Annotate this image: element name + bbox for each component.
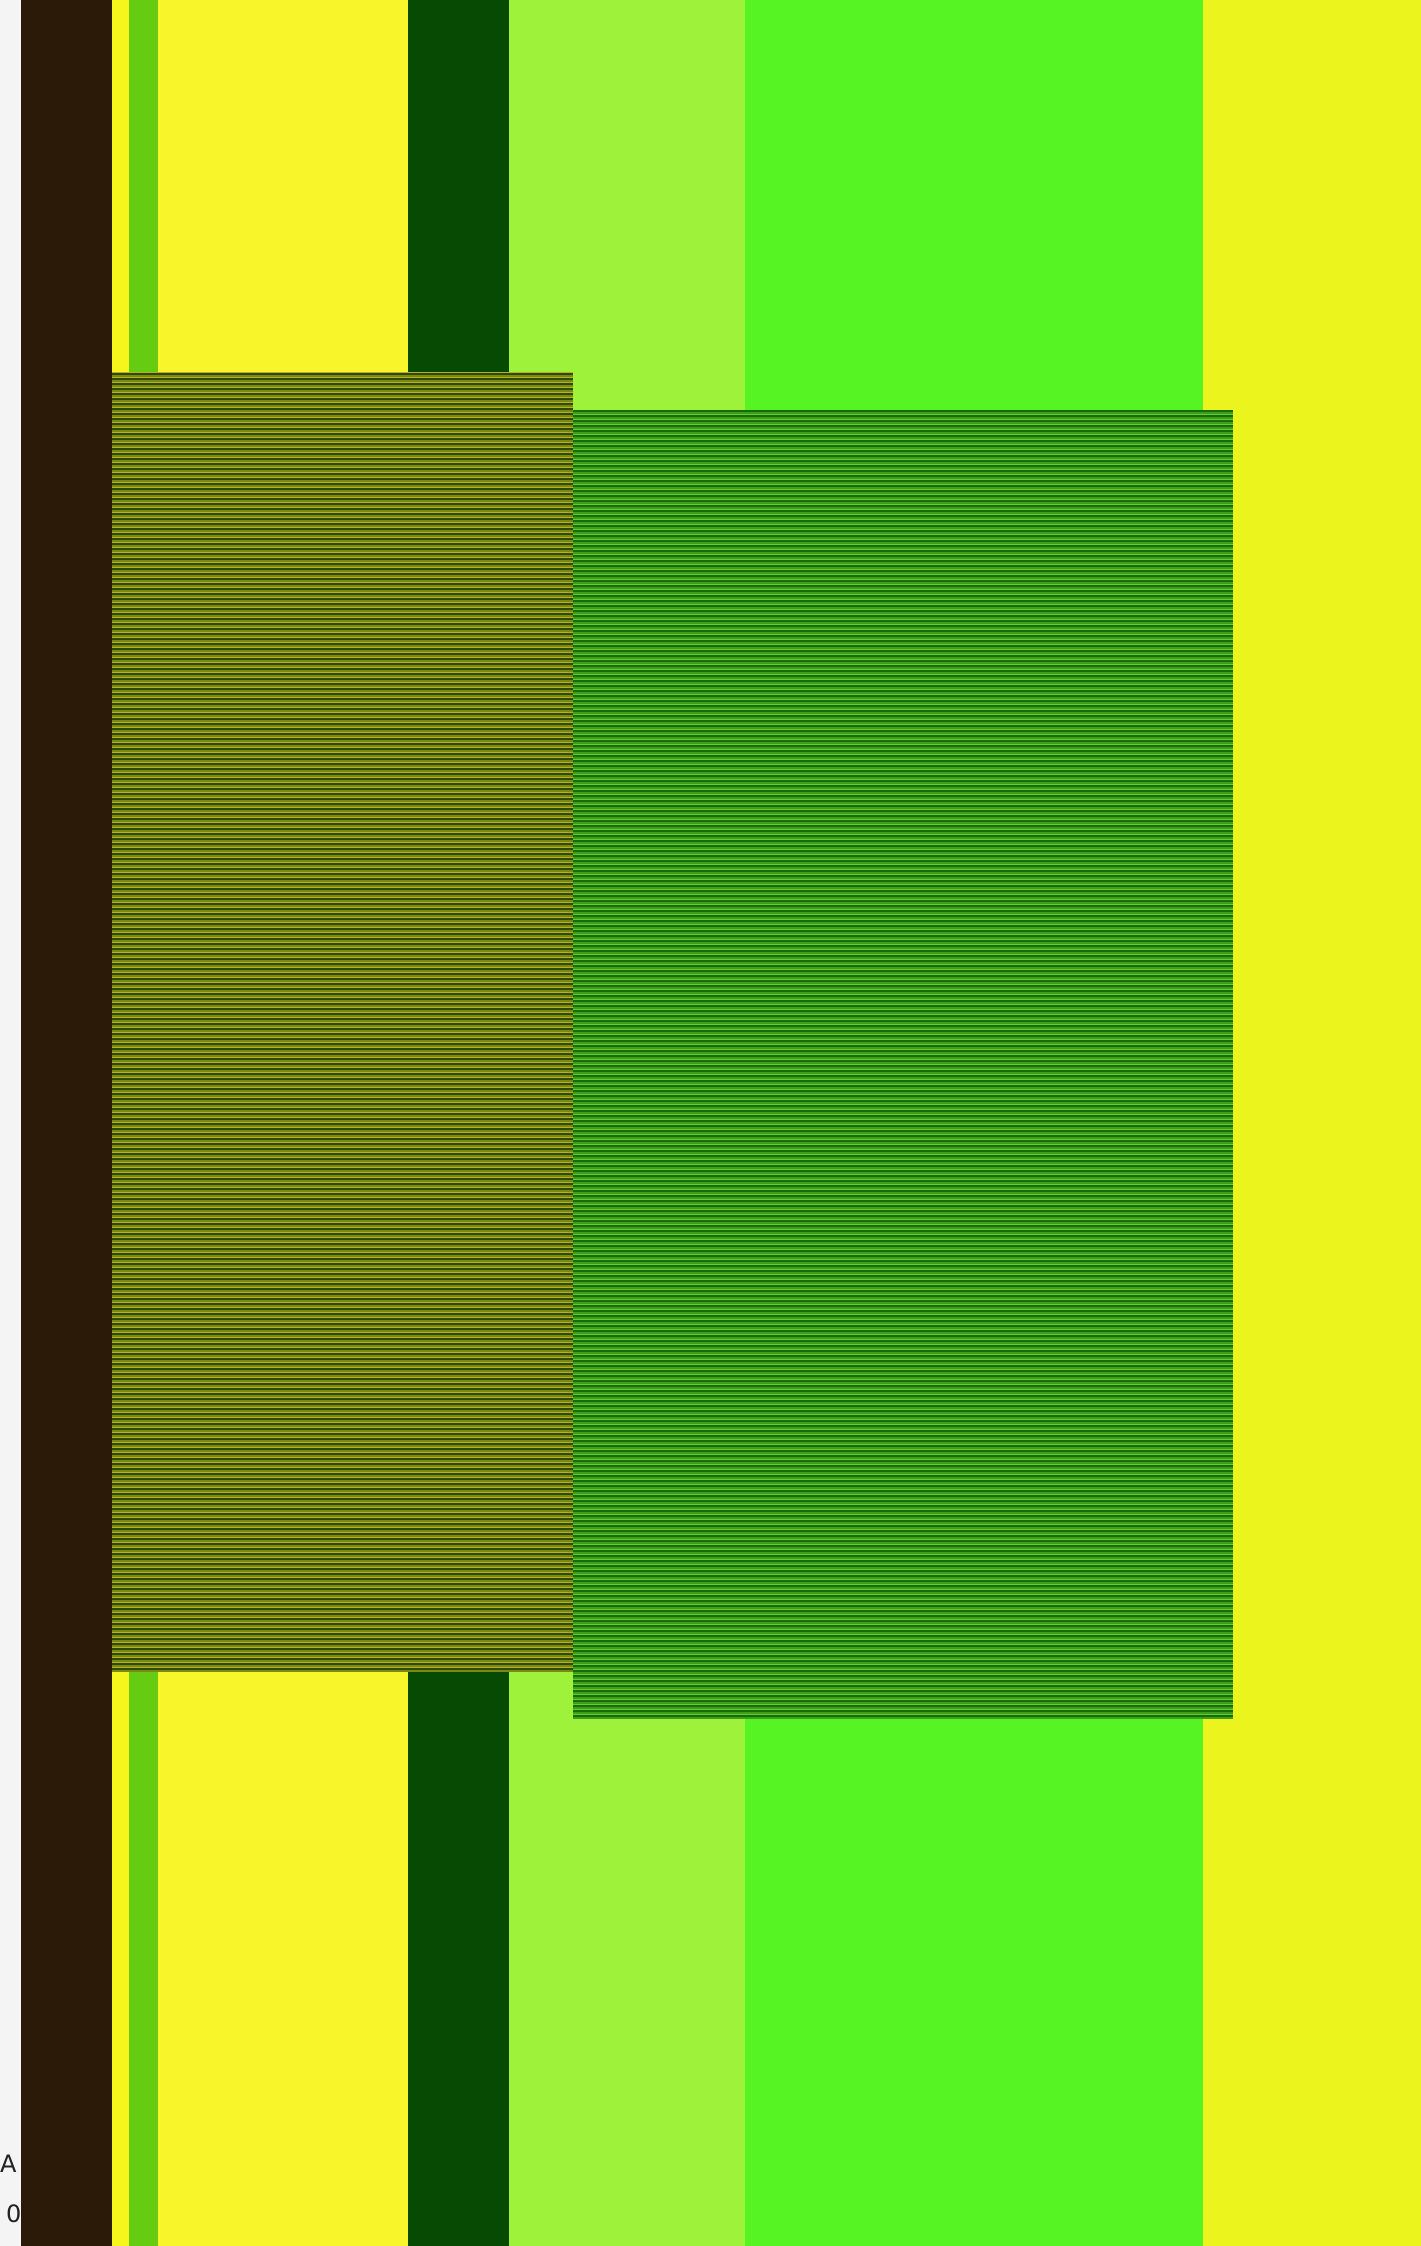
textured-area-right bbox=[573, 410, 1233, 1719]
text-fragment: A bbox=[0, 2150, 17, 2178]
text-fragment: 0 bbox=[6, 2200, 22, 2228]
dark-strip bbox=[21, 0, 112, 2246]
yellow-panel-right bbox=[1203, 0, 1421, 2246]
edge bbox=[0, 0, 21, 2246]
textured-area-left bbox=[112, 372, 573, 1672]
